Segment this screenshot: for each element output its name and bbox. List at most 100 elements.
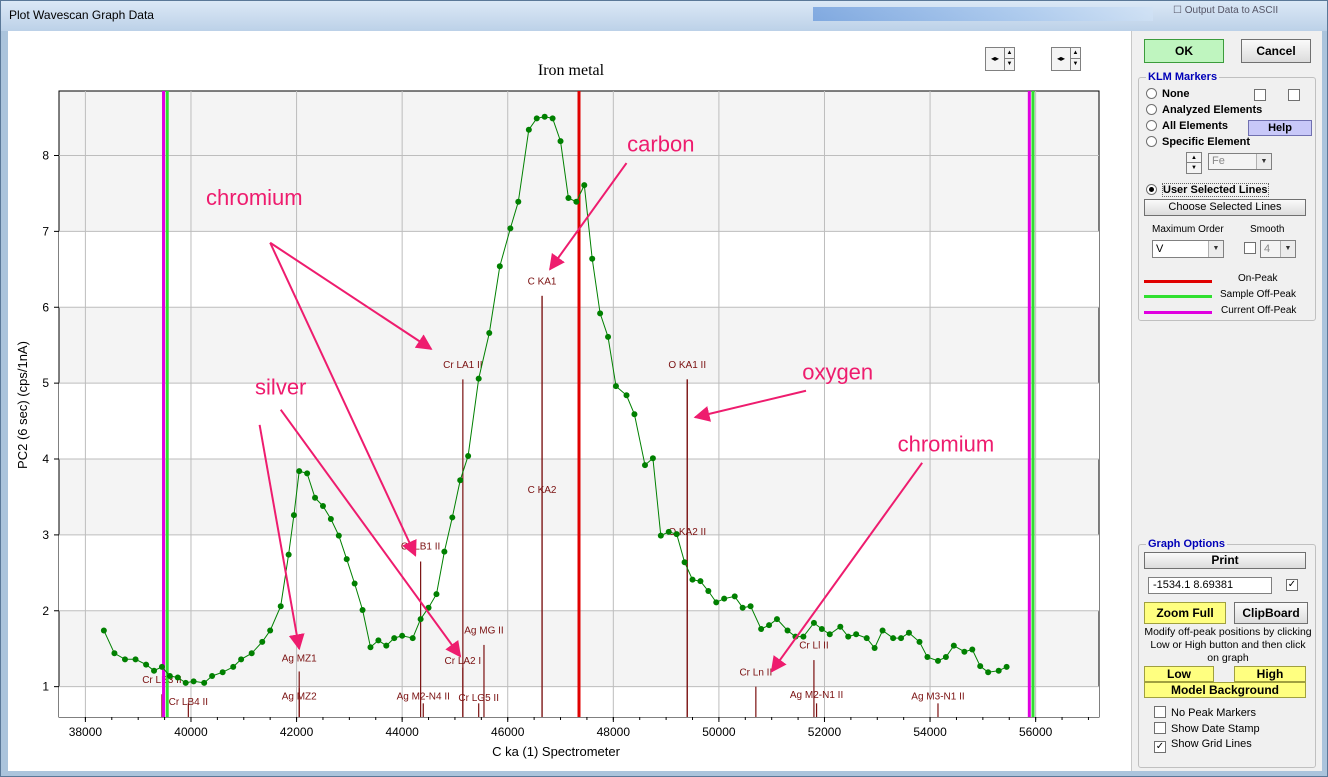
radio-none-dot[interactable] bbox=[1146, 88, 1157, 99]
y-pan-arrows-icon[interactable]: ◂▸ bbox=[1052, 48, 1071, 70]
data-point bbox=[312, 494, 319, 501]
cursor-readout-field[interactable]: -1534.1 8.69381 bbox=[1148, 577, 1272, 594]
klm-marker-label: Cr Ll II bbox=[799, 641, 828, 652]
smooth-select[interactable]: 4 ▼ bbox=[1260, 240, 1296, 258]
y-tick-label: 5 bbox=[42, 376, 49, 390]
x-pan-down-icon[interactable]: ▼ bbox=[1006, 61, 1013, 67]
data-point bbox=[182, 679, 189, 686]
y-pan-spinner[interactable]: ◂▸ ▲ ▼ bbox=[1051, 47, 1081, 71]
no-peak-markers-row[interactable]: No Peak Markers bbox=[1154, 706, 1256, 719]
model-background-button[interactable]: Model Background bbox=[1144, 682, 1306, 698]
data-point bbox=[605, 333, 612, 340]
element-spinner[interactable]: ▲ ▼ bbox=[1186, 152, 1202, 174]
radio-specific-dot[interactable] bbox=[1146, 136, 1157, 147]
data-point bbox=[399, 632, 406, 639]
data-point bbox=[721, 595, 728, 602]
x-tick-label: 56000 bbox=[1019, 725, 1053, 739]
element-up-icon[interactable]: ▲ bbox=[1187, 153, 1201, 163]
data-point bbox=[190, 678, 197, 685]
data-point bbox=[589, 255, 596, 262]
maximum-order-dropdown-icon[interactable]: ▼ bbox=[1208, 241, 1223, 257]
x-tick-label: 50000 bbox=[702, 725, 736, 739]
klm-marker-label: O KA2 II bbox=[668, 527, 706, 538]
klm-marker-label: O KA1 II bbox=[668, 360, 706, 371]
help-button[interactable]: Help bbox=[1248, 120, 1312, 136]
chart-title: Iron metal bbox=[538, 62, 605, 79]
background-window-option-label: Output Data to ASCII bbox=[1184, 5, 1279, 16]
klm-marker-label: Ag M2-N4 II bbox=[397, 692, 450, 703]
no-peak-markers-checkbox[interactable] bbox=[1154, 706, 1166, 718]
klm-marker-label: C KA2 bbox=[528, 485, 557, 496]
annotation-label: carbon bbox=[627, 132, 694, 157]
off-peak-instructions: Modify off-peak positions by clicking Lo… bbox=[1144, 626, 1312, 664]
data-point bbox=[731, 593, 738, 600]
show-date-stamp-checkbox[interactable] bbox=[1154, 722, 1166, 734]
data-point bbox=[810, 619, 817, 626]
data-point bbox=[890, 635, 897, 642]
y-pan-up-icon[interactable]: ▲ bbox=[1071, 48, 1080, 59]
data-point bbox=[766, 622, 773, 629]
data-point bbox=[409, 635, 416, 642]
data-point bbox=[942, 654, 949, 661]
cancel-button[interactable]: Cancel bbox=[1241, 39, 1311, 63]
print-button[interactable]: Print bbox=[1144, 552, 1306, 569]
y-pan-down-icon[interactable]: ▼ bbox=[1072, 61, 1079, 67]
data-point bbox=[259, 638, 266, 645]
radio-analyzed-elements[interactable]: Analyzed Elements bbox=[1146, 104, 1262, 116]
radio-specific-element[interactable]: Specific Element bbox=[1146, 136, 1250, 148]
x-pan-spinner[interactable]: ◂▸ ▲ ▼ bbox=[985, 47, 1015, 71]
ok-button[interactable]: OK bbox=[1144, 39, 1224, 63]
radio-none[interactable]: None bbox=[1146, 88, 1190, 100]
klm-marker-label: Cr LB4 II bbox=[169, 697, 208, 708]
data-point bbox=[739, 604, 746, 611]
data-point bbox=[496, 263, 503, 270]
smooth-label: Smooth bbox=[1250, 224, 1285, 235]
element-select[interactable]: Fe ▼ bbox=[1208, 153, 1272, 170]
data-point bbox=[475, 375, 482, 382]
annotation-arrow bbox=[269, 241, 433, 350]
graph-options-group bbox=[1138, 544, 1316, 768]
radio-user-selected-lines[interactable]: User Selected Lines bbox=[1146, 183, 1269, 197]
klm-check-1[interactable] bbox=[1254, 89, 1266, 101]
radio-user-selected-dot[interactable] bbox=[1146, 184, 1157, 195]
high-button[interactable]: High bbox=[1234, 666, 1306, 682]
annotations: carbon chromium oxygen silver chromium bbox=[206, 132, 994, 673]
show-grid-lines-checkbox[interactable]: ✓ bbox=[1154, 741, 1166, 753]
data-point bbox=[367, 644, 374, 651]
data-point bbox=[681, 559, 688, 566]
x-tick-label: 38000 bbox=[69, 725, 103, 739]
sample-off-peak-legend-line bbox=[1144, 295, 1212, 298]
show-date-stamp-row[interactable]: Show Date Stamp bbox=[1154, 722, 1260, 735]
y-tick-label: 7 bbox=[42, 224, 49, 238]
radio-all-elements[interactable]: All Elements bbox=[1146, 120, 1228, 132]
x-pan-up-icon[interactable]: ▲ bbox=[1005, 48, 1014, 59]
wavescan-chart[interactable]: C KA1 C KA2 Cr LA1 II O KA1 II O KA2 II Cr LB… bbox=[8, 31, 1132, 771]
element-dropdown-icon[interactable]: ▼ bbox=[1256, 154, 1271, 169]
choose-selected-lines-button[interactable]: Choose Selected Lines bbox=[1144, 199, 1306, 216]
smooth-dropdown-icon[interactable]: ▼ bbox=[1280, 241, 1295, 257]
data-point bbox=[285, 551, 292, 558]
y-axis-label: PC2 (6 sec) (cps/1nA) bbox=[15, 341, 30, 469]
show-grid-lines-row[interactable]: ✓ Show Grid Lines bbox=[1154, 738, 1252, 753]
smooth-checkbox[interactable] bbox=[1244, 242, 1256, 254]
zoom-full-button[interactable]: Zoom Full bbox=[1144, 602, 1226, 624]
axes: 38000 40000 42000 44000 46000 48000 50000 52000… bbox=[42, 148, 1089, 739]
plot-panel[interactable]: C KA1 C KA2 Cr LA1 II O KA1 II O KA2 II Cr LB… bbox=[8, 31, 1132, 771]
cursor-readout-check[interactable]: ✓ bbox=[1286, 579, 1298, 591]
radio-analyzed-dot[interactable] bbox=[1146, 104, 1157, 115]
element-down-icon[interactable]: ▼ bbox=[1191, 165, 1197, 171]
y-tick-label: 3 bbox=[42, 528, 49, 542]
x-pan-arrows-icon[interactable]: ◂▸ bbox=[986, 48, 1005, 70]
klm-marker-label: Cr LA2 I bbox=[445, 656, 482, 667]
data-point bbox=[773, 616, 780, 623]
klm-check-2[interactable] bbox=[1288, 89, 1300, 101]
window-title: Plot Wavescan Graph Data bbox=[9, 8, 154, 22]
radio-all-dot[interactable] bbox=[1146, 120, 1157, 131]
data-series bbox=[100, 113, 1010, 686]
low-button[interactable]: Low bbox=[1144, 666, 1214, 682]
data-point bbox=[826, 631, 833, 638]
radio-specific-label: Specific Element bbox=[1162, 136, 1251, 148]
clipboard-button[interactable]: ClipBoard bbox=[1234, 602, 1308, 624]
maximum-order-select[interactable]: V ▼ bbox=[1152, 240, 1224, 258]
data-point bbox=[713, 599, 720, 606]
